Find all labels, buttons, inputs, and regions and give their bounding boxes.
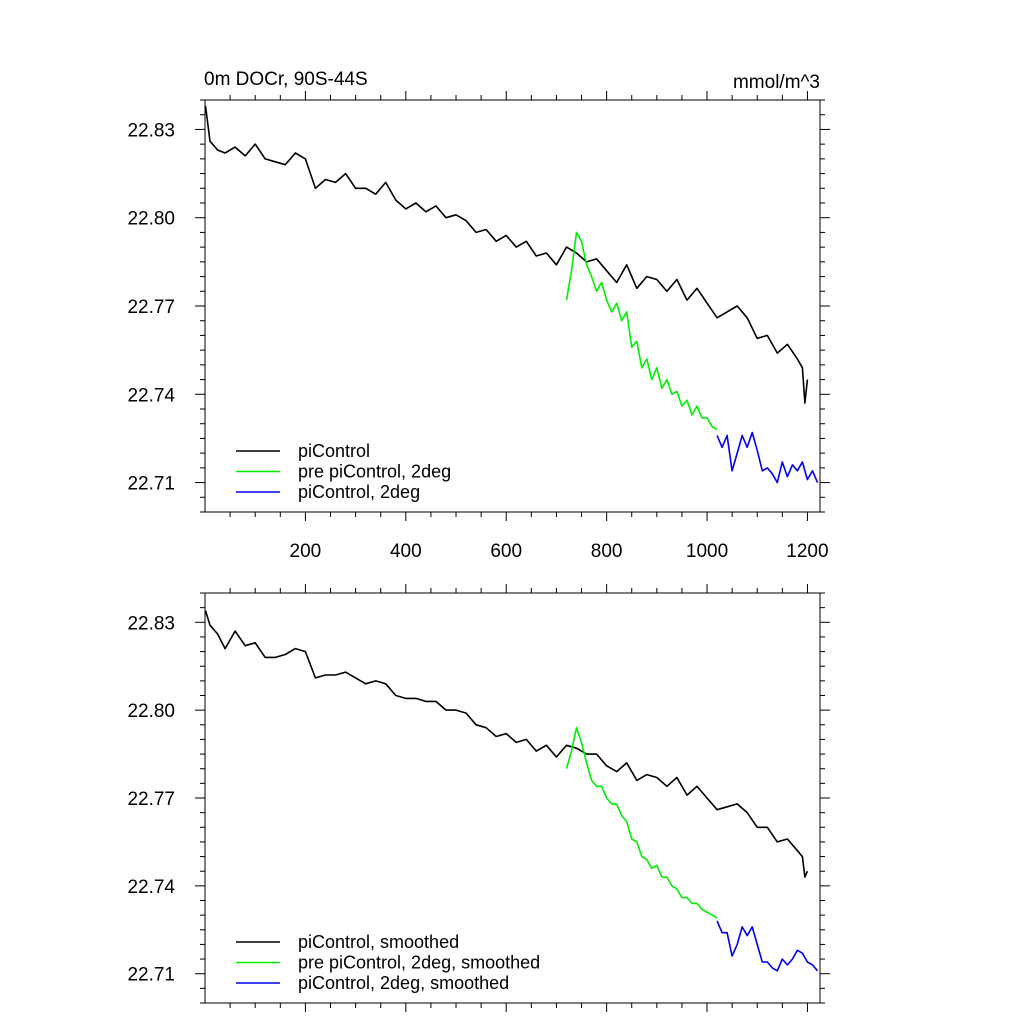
x-tick-label: 400: [390, 541, 422, 562]
chart-title-left: 0m DOCr, 90S-44S: [204, 69, 368, 90]
y-tick-label: 22.77: [127, 789, 175, 810]
legend-label-1: pre piControl, 2deg: [298, 462, 451, 482]
y-tick-label: 22.74: [127, 877, 175, 898]
chart-title-right: mmol/m^3: [733, 72, 820, 93]
y-tick-label: 22.83: [127, 613, 175, 634]
series-line-2: [716, 920, 819, 972]
x-tick-label: 1200: [786, 541, 828, 562]
x-tick-label: 1000: [686, 541, 728, 562]
y-tick-label: 22.77: [127, 297, 175, 318]
series-line-0: [204, 610, 809, 878]
legend-label-0: piControl: [298, 441, 370, 461]
x-tick-label: 200: [290, 541, 322, 562]
y-tick-label: 22.74: [127, 385, 175, 406]
y-tick-label: 22.80: [127, 701, 175, 722]
y-tick-label: 22.71: [127, 474, 175, 495]
series-line-1: [565, 231, 718, 431]
legend-label-1: pre piControl, 2deg, smoothed: [298, 953, 540, 973]
x-tick-label: 600: [490, 541, 522, 562]
series-line-2: [716, 431, 819, 484]
series-line-1: [565, 726, 718, 919]
legend-label-2: piControl, 2deg, smoothed: [298, 973, 509, 993]
bottom-plot-panel: 22.71 22.74 22.77 22.80 22.83 piControl, smoo…: [127, 584, 830, 1012]
top-plot-panel: 22.71 22.74 22.77 22.80 22.83 200 400 600 800 100…: [127, 91, 830, 562]
series-line-0: [204, 105, 809, 404]
legend-label-0: piControl, smoothed: [298, 932, 459, 952]
y-tick-label: 22.80: [127, 209, 175, 230]
y-tick-label: 22.71: [127, 965, 175, 986]
legend-label-2: piControl, 2deg: [298, 482, 420, 502]
x-tick-label: 800: [591, 541, 623, 562]
y-tick-label: 22.83: [127, 120, 175, 141]
